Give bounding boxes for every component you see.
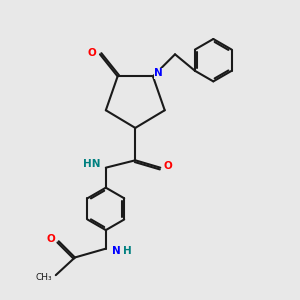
Text: O: O <box>46 234 55 244</box>
Text: CH₃: CH₃ <box>36 273 52 282</box>
Text: HN: HN <box>83 159 100 169</box>
Text: N: N <box>154 68 163 78</box>
Text: HN: HN <box>83 159 100 169</box>
Text: N: N <box>112 246 121 256</box>
Text: H: H <box>123 246 132 256</box>
Text: O: O <box>164 161 172 171</box>
Text: O: O <box>88 48 96 58</box>
Text: O: O <box>46 234 55 244</box>
Text: N: N <box>112 246 121 256</box>
Text: H: H <box>123 246 132 256</box>
Text: O: O <box>79 48 88 58</box>
Text: O: O <box>164 161 172 171</box>
Text: N: N <box>154 68 163 78</box>
